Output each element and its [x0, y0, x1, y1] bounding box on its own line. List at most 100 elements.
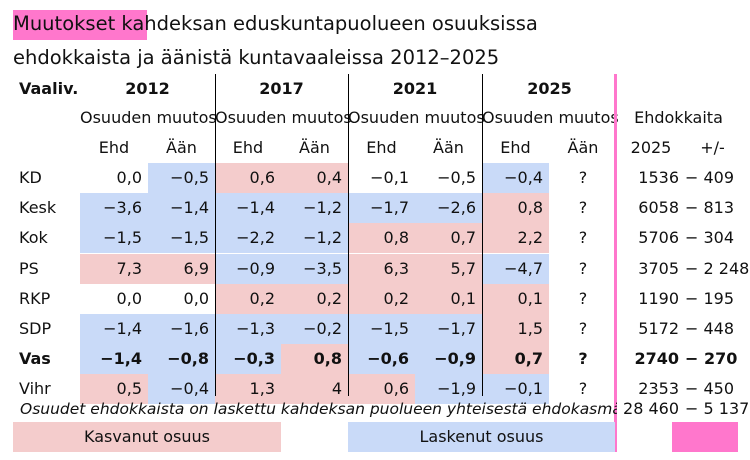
- row-ehdokkaita: 6058: [638, 198, 679, 217]
- header-group-label: Osuuden muutos: [80, 108, 217, 127]
- table-cell: 4: [281, 374, 348, 404]
- table-cell: 2,2: [482, 223, 549, 253]
- table-cell: 0,2: [215, 284, 281, 314]
- table-cell: −0,8: [148, 344, 215, 374]
- table-cell: −3,5: [281, 254, 348, 284]
- table-cell: 0,0: [183, 289, 209, 308]
- table-cell: −0,5: [148, 163, 215, 193]
- row-change: − 448: [685, 319, 735, 338]
- row-ehdokkaita: 1536: [638, 168, 679, 187]
- table-cell: 0,7: [482, 344, 549, 374]
- table-cell: 0,2: [281, 284, 348, 314]
- row-ehdokkaita: 5706: [638, 228, 679, 247]
- table-cell: −1,9: [415, 374, 482, 404]
- table-cell: −0,6: [348, 344, 415, 374]
- table-cell: −4,7: [482, 254, 549, 284]
- table-cell: −0,2: [281, 314, 348, 344]
- title-highlight: [13, 10, 147, 40]
- table-cell: ?: [578, 259, 588, 278]
- header-year: 2021: [392, 79, 438, 98]
- header-group-label: Osuuden muutos: [348, 108, 485, 127]
- table-cell: −2,6: [415, 193, 482, 223]
- row-change: − 270: [685, 349, 738, 368]
- row-change: − 304: [685, 228, 735, 247]
- page-subtitle: ehdokkaista ja äänistä kuntavaaleissa 20…: [13, 46, 500, 69]
- row-party: SDP: [19, 319, 52, 338]
- table-cell: −0,5: [437, 168, 476, 187]
- table-cell: −1,5: [348, 314, 415, 344]
- row-party: KD: [19, 168, 42, 187]
- row-change: − 195: [685, 289, 735, 308]
- table-cell: ?: [578, 349, 588, 368]
- row-ehdokkaita: 2353: [638, 379, 679, 398]
- header-first-col: Vaaliv.: [19, 79, 79, 98]
- table-cell: 0,6: [348, 374, 415, 404]
- table-cell: −1,7: [348, 193, 415, 223]
- row-ehdokkaita: 1190: [638, 289, 679, 308]
- table-cell: 1,3: [215, 374, 281, 404]
- table-cell: ?: [578, 228, 588, 247]
- table-cell: −0,9: [215, 254, 281, 284]
- header-year: 2025: [527, 79, 572, 98]
- table-cell: 7,3: [80, 254, 148, 284]
- column-divider: [482, 74, 483, 396]
- table-cell: −1,5: [80, 223, 148, 253]
- page-title: Muutokset kahdeksan eduskuntapuolueen os…: [13, 12, 538, 35]
- table-cell: −0,9: [415, 344, 482, 374]
- column-divider: [348, 74, 349, 396]
- row-party: Kesk: [19, 198, 57, 217]
- footnote: Osuudet ehdokkaista on laskettu kahdeksa…: [20, 400, 617, 418]
- table-cell: 1,5: [482, 314, 549, 344]
- table-cell: −1,4: [215, 193, 281, 223]
- legend-increase-label: Kasvanut osuus: [83, 427, 210, 446]
- row-change: − 813: [685, 198, 735, 217]
- table-cell: 0,8: [348, 223, 415, 253]
- table-cell: 0,2: [348, 284, 415, 314]
- row-party: Vas: [19, 349, 51, 368]
- table-cell: 6,9: [148, 254, 215, 284]
- table-cell: 0,8: [482, 193, 549, 223]
- header-change-col: +/-: [700, 138, 725, 157]
- table-cell: −1,4: [80, 344, 148, 374]
- table-cell: 0,7: [415, 223, 482, 253]
- legend-decrease: Laskenut osuus: [348, 422, 615, 452]
- header-aan: Ään: [433, 138, 464, 157]
- row-ehdokkaita: 5172: [638, 319, 679, 338]
- legend-decrease-label: Laskenut osuus: [419, 427, 544, 446]
- table-cell: −1,3: [215, 314, 281, 344]
- table-cell: −0,1: [370, 168, 409, 187]
- table-cell: 0,0: [116, 168, 142, 187]
- table-cell: −3,6: [80, 193, 148, 223]
- header-ehd: Ehd: [500, 138, 531, 157]
- table-cell: 5,7: [415, 254, 482, 284]
- header-ehd: Ehd: [98, 138, 130, 157]
- table-cell: 0,5: [80, 374, 148, 404]
- header-year-col: 2025: [630, 138, 672, 157]
- table-cell: −0,3: [215, 344, 281, 374]
- header-ehd: Ehd: [366, 138, 397, 157]
- header-group-label: Osuuden muutos: [215, 108, 352, 127]
- column-divider: [215, 74, 216, 396]
- table-cell: −1,7: [415, 314, 482, 344]
- table-cell: 0,4: [281, 163, 348, 193]
- table-cell: −0,4: [482, 163, 549, 193]
- table-cell: ?: [578, 168, 588, 187]
- header-year: 2012: [125, 79, 170, 98]
- table-cell: −2,2: [215, 223, 281, 253]
- table-cell: −1,5: [148, 223, 215, 253]
- table-cell: −1,4: [80, 314, 148, 344]
- row-party: Vihr: [19, 379, 51, 398]
- total-ehdokkaita: 28 460: [623, 399, 679, 418]
- row-change: − 2 248: [685, 259, 750, 278]
- header-aan: Ään: [299, 138, 330, 157]
- table-cell: ?: [578, 319, 588, 338]
- legend-highlight-swatch: [672, 422, 738, 452]
- table-cell: ?: [578, 289, 588, 308]
- header-group-label: Osuuden muutos: [482, 108, 619, 127]
- header-year: 2017: [259, 79, 304, 98]
- table-cell: −0,1: [482, 374, 549, 404]
- table-cell: 6,3: [348, 254, 415, 284]
- row-party: Kok: [19, 228, 48, 247]
- header-ehdokkaita: Ehdokkaita: [634, 108, 723, 127]
- row-change: − 409: [685, 168, 735, 187]
